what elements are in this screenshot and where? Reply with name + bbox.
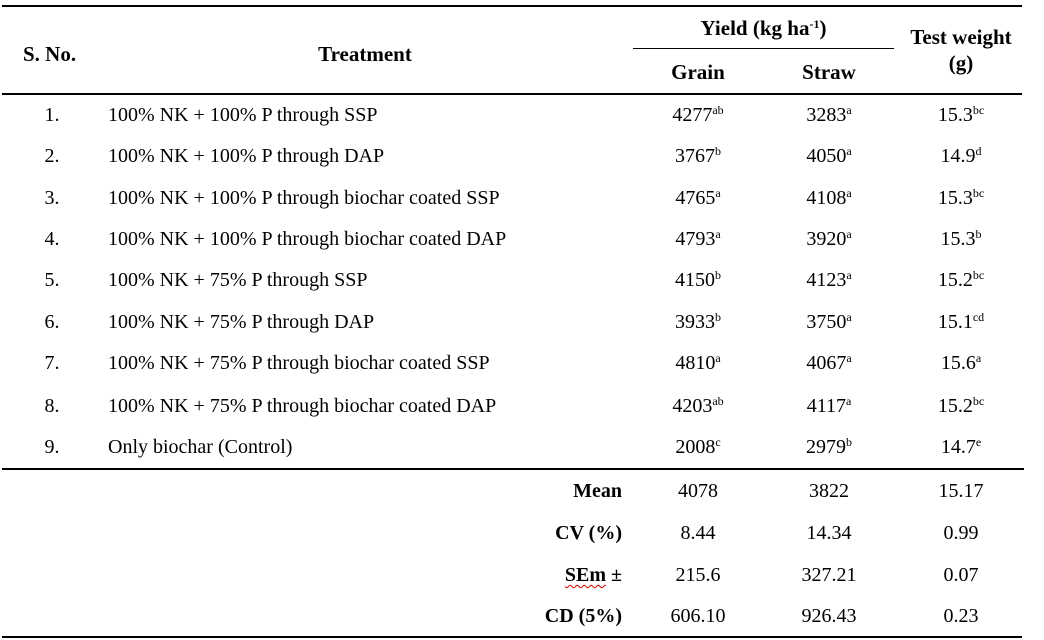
test-weight-cell: 15.3bc [937,186,985,209]
test-weight-cell: 15.3bc [937,103,985,126]
grain-yield-cell: 4150b [675,268,721,291]
straw-yield-cell: 3750a [806,310,852,333]
row-treatment: 100% NK + 75% P through biochar coated D… [108,395,497,417]
stats-straw: 327.21 [801,564,857,586]
row-number: 6. [44,311,60,333]
row-treatment: 100% NK + 100% P through biochar coated … [108,228,507,250]
row-number: 2. [44,145,60,167]
header-grain: Grain [671,60,725,84]
row-treatment: Only biochar (Control) [108,436,293,458]
grain-yield-cell: 4810a [675,351,721,374]
straw-yield-cell: 4050a [806,144,852,167]
test-weight-cell: 14.7e [940,435,982,458]
grain-yield-cell: 4203ab [672,394,724,417]
test-weight-cell: 15.3b [940,227,982,250]
stats-label: Mean [573,480,622,502]
header-treatment: Treatment [318,42,412,66]
row-number: 8. [44,395,60,417]
straw-yield-cell: 3920a [806,227,852,250]
stats-grain: 8.44 [680,522,716,544]
table-top-rule [2,5,1022,7]
stats-grain: 606.10 [670,605,726,627]
stats-grain: 215.6 [675,564,721,586]
row-number: 3. [44,187,60,209]
row-treatment: 100% NK + 75% P through biochar coated S… [108,352,490,374]
row-treatment: 100% NK + 75% P through SSP [108,269,368,291]
header-bottom-rule [2,93,1022,95]
test-weight-cell: 15.6a [940,351,982,374]
stats-grain: 4078 [678,480,718,502]
grain-yield-cell: 3767b [675,144,721,167]
grain-yield-cell: 3933b [675,310,721,333]
stats-straw: 14.34 [806,522,852,544]
row-treatment: 100% NK + 100% P through SSP [108,104,378,126]
row-number: 9. [44,436,60,458]
row-number: 1. [44,104,60,126]
header-sno: S. No. [23,42,77,66]
stats-label: SEm ± [564,564,622,586]
header-yield: Yield (kg ha-1) [700,16,827,40]
grain-yield-cell: 4277ab [672,103,724,126]
straw-yield-cell: 4067a [806,351,852,374]
test-weight-cell: 15.1cd [937,310,985,333]
row-treatment: 100% NK + 100% P through biochar coated … [108,187,500,209]
stats-test-weight: 0.23 [943,605,979,627]
row-treatment: 100% NK + 100% P through DAP [108,145,385,167]
test-weight-cell: 14.9d [940,144,982,167]
grain-yield-cell: 4765a [675,186,721,209]
table-bottom-rule [2,636,1022,638]
stats-label: CV (%) [555,522,622,544]
test-weight-cell: 15.2bc [937,268,985,291]
straw-yield-cell: 3283a [806,103,852,126]
grain-yield-cell: 2008c [675,435,721,458]
stats-straw: 926.43 [801,605,857,627]
header-straw: Straw [802,60,856,84]
row-number: 4. [44,228,60,250]
stats-test-weight: 15.17 [938,480,984,502]
stats-label: CD (5%) [544,605,622,627]
row-number: 7. [44,352,60,374]
straw-yield-cell: 4108a [806,186,852,209]
stats-straw: 3822 [809,480,849,502]
yield-span-rule [633,48,894,49]
straw-yield-cell: 4117a [806,394,852,417]
row-treatment: 100% NK + 75% P through DAP [108,311,375,333]
grain-yield-cell: 4793a [675,227,721,250]
row-number: 5. [44,269,60,291]
stats-test-weight: 0.07 [943,564,979,586]
stats-test-weight: 0.99 [943,522,979,544]
header-test-weight: Test weight [910,25,1012,49]
header-test-weight-unit: (g) [948,51,974,75]
test-weight-cell: 15.2bc [937,394,985,417]
body-bottom-rule [2,468,1024,470]
straw-yield-cell: 4123a [806,268,852,291]
straw-yield-cell: 2979b [806,435,852,458]
